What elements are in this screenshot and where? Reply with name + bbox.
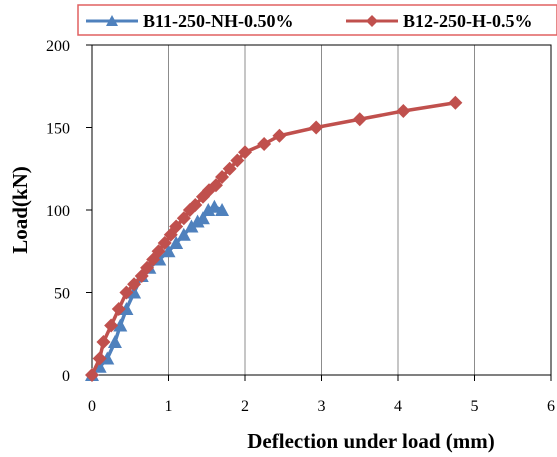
x-tick-label: 1 xyxy=(165,398,173,415)
y-tick-label: 150 xyxy=(46,121,70,138)
legend: B11-250-NH-0.50% B12-250-H-0.5% xyxy=(78,5,557,35)
x-tick-label: 3 xyxy=(318,398,326,415)
x-tick-label: 2 xyxy=(241,398,249,415)
x-axis-label: Deflection under load (mm) xyxy=(247,429,495,453)
x-tick-label: 0 xyxy=(88,398,96,415)
y-tick-label: 50 xyxy=(54,286,70,303)
y-tick-label: 100 xyxy=(46,203,70,220)
y-tick-label: 0 xyxy=(62,368,70,385)
legend-label-1: B11-250-NH-0.50% xyxy=(143,11,294,31)
y-tick-label: 200 xyxy=(46,38,70,55)
x-tick-label: 4 xyxy=(394,398,402,415)
y-axis-label: Load(kN) xyxy=(8,166,32,254)
legend-label-2: B12-250-H-0.5% xyxy=(403,11,533,31)
x-tick-label: 6 xyxy=(547,398,555,415)
x-tick-label: 5 xyxy=(471,398,479,415)
